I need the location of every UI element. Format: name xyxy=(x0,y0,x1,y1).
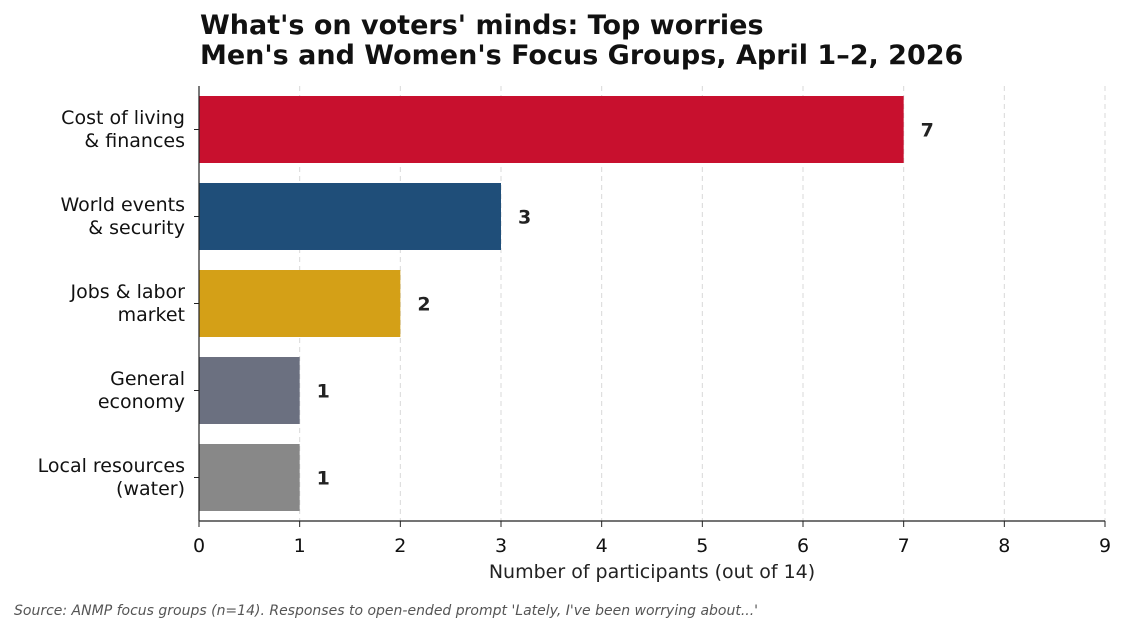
bars xyxy=(199,96,904,511)
x-tick-label-7: 7 xyxy=(898,535,910,557)
value-label-1: 7 xyxy=(921,120,934,142)
x-tick-label-8: 8 xyxy=(998,535,1010,557)
x-tick-label-2: 2 xyxy=(394,535,406,557)
category-label-2-line-2: & security xyxy=(88,217,185,239)
x-tick-label-5: 5 xyxy=(696,535,708,557)
x-axis-title: Number of participants (out of 14) xyxy=(489,561,815,583)
bar-1 xyxy=(199,96,904,163)
value-label-5: 1 xyxy=(317,468,330,490)
axes xyxy=(194,86,1106,527)
category-label-5-line-1: Local resources xyxy=(38,455,185,477)
category-label-4-line-1: General xyxy=(110,368,185,390)
category-label-5-line-2: (water) xyxy=(116,478,185,500)
category-label-1-line-2: & finances xyxy=(84,130,185,152)
category-label-3-line-1: Jobs & labor xyxy=(69,281,185,303)
value-label-3: 2 xyxy=(417,294,430,316)
source-note: Source: ANMP focus groups (n=14). Respon… xyxy=(14,603,759,619)
x-tick-label-0: 0 xyxy=(193,535,205,557)
category-label-3-line-2: market xyxy=(118,304,185,326)
chart-title-line-2: Men's and Women's Focus Groups, April 1–… xyxy=(200,40,963,71)
category-label-4-line-2: economy xyxy=(98,391,185,413)
x-tick-label-1: 1 xyxy=(294,535,306,557)
chart: What's on voters' minds: Top worriesMen'… xyxy=(38,10,1111,583)
bar-3 xyxy=(199,270,401,337)
value-labels: 7 3 2 1 1 xyxy=(317,120,934,490)
category-label-1-line-1: Cost of living xyxy=(61,107,185,129)
value-label-2: 3 xyxy=(518,207,531,229)
bar-2 xyxy=(199,183,501,250)
bar-4 xyxy=(199,357,300,424)
chart-title: What's on voters' minds: Top worriesMen'… xyxy=(200,10,963,71)
category-label-2-line-1: World events xyxy=(60,194,185,216)
x-tick-label-9: 9 xyxy=(1099,535,1111,557)
x-tick-labels: 0 1 2 3 4 5 6 7 8 9 xyxy=(193,535,1111,557)
chart-title-line-1: What's on voters' minds: Top worries xyxy=(200,10,764,41)
x-tick-label-3: 3 xyxy=(495,535,507,557)
x-tick-label-4: 4 xyxy=(596,535,608,557)
category-labels: Cost of living& finances World events& se… xyxy=(38,107,186,500)
value-label-4: 1 xyxy=(317,381,330,403)
bar-5 xyxy=(199,444,300,511)
x-tick-label-6: 6 xyxy=(797,535,809,557)
